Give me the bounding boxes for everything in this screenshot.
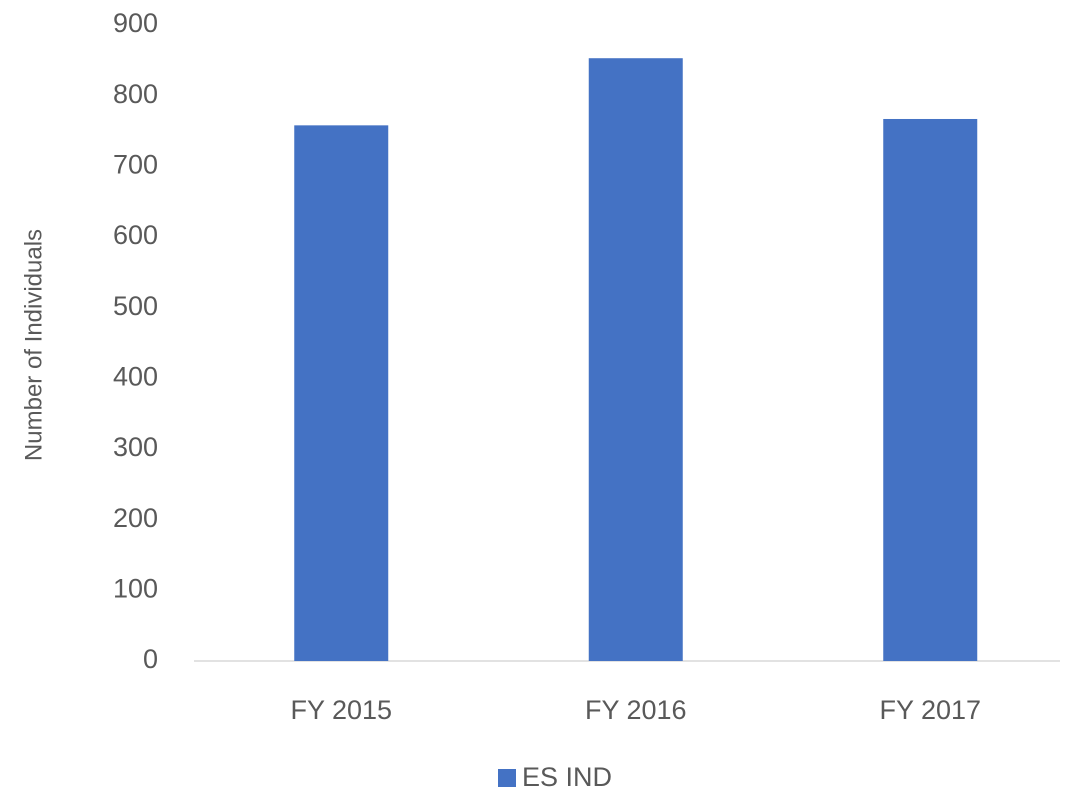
legend-label: ES IND bbox=[522, 762, 612, 792]
x-tick-label: FY 2017 bbox=[879, 695, 981, 725]
y-tick-label: 0 bbox=[143, 644, 158, 674]
x-tick-label: FY 2016 bbox=[585, 695, 687, 725]
y-tick-label: 100 bbox=[113, 573, 158, 603]
bar bbox=[588, 58, 683, 662]
legend-swatch bbox=[498, 769, 516, 787]
y-tick-label: 900 bbox=[113, 8, 158, 38]
y-tick-label: 300 bbox=[113, 432, 158, 462]
y-tick-label: 800 bbox=[113, 79, 158, 109]
x-tick-label: FY 2015 bbox=[290, 695, 392, 725]
bar bbox=[883, 118, 978, 661]
y-tick-label: 200 bbox=[113, 503, 158, 533]
bar bbox=[294, 125, 389, 661]
y-tick-label: 400 bbox=[113, 361, 158, 391]
y-tick-label: 500 bbox=[113, 291, 158, 321]
y-tick-label: 700 bbox=[113, 149, 158, 179]
y-axis-label: Number of Individuals bbox=[20, 229, 47, 461]
y-tick-label: 600 bbox=[113, 220, 158, 250]
